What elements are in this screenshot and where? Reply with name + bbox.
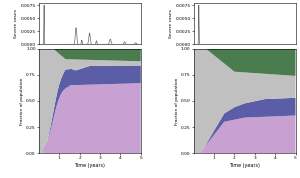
Y-axis label: Fraction of population: Fraction of population <box>175 77 179 125</box>
X-axis label: Time (years): Time (years) <box>229 163 260 168</box>
Y-axis label: Fraction of population: Fraction of population <box>20 77 24 125</box>
Y-axis label: Severe cases: Severe cases <box>169 9 173 38</box>
X-axis label: Time (years): Time (years) <box>74 163 105 168</box>
Y-axis label: Severe cases: Severe cases <box>14 9 19 38</box>
